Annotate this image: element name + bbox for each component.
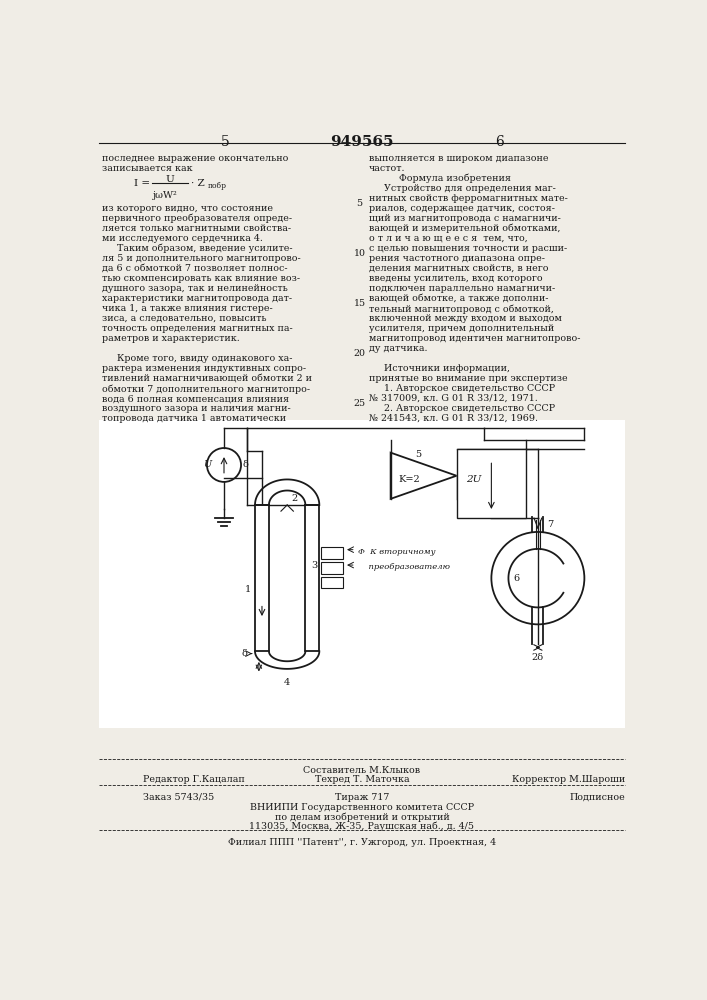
Text: включенной между входом и выходом: включенной между входом и выходом <box>369 314 562 323</box>
Text: тивлений намагничивающей обмотки 2 и: тивлений намагничивающей обмотки 2 и <box>103 374 312 383</box>
Text: 2U: 2U <box>466 475 481 484</box>
Text: по делам изобретений и открытий: по делам изобретений и открытий <box>274 812 450 822</box>
Text: Составитель М.Клыков: Составитель М.Клыков <box>303 766 421 775</box>
Text: 15: 15 <box>354 299 366 308</box>
Text: преобразователю: преобразователю <box>358 563 450 571</box>
Text: 10: 10 <box>354 249 366 258</box>
Text: 949565: 949565 <box>330 135 394 149</box>
Text: 1. Авторское свидетельство СССР: 1. Авторское свидетельство СССР <box>369 384 555 393</box>
Text: I =: I = <box>134 179 151 188</box>
Text: 5: 5 <box>356 199 363 208</box>
Text: 25: 25 <box>354 399 366 408</box>
Text: побр: побр <box>208 182 227 190</box>
Text: введены усилитель, вход которого: введены усилитель, вход которого <box>369 274 542 283</box>
Text: деления магнитных свойств, в него: деления магнитных свойств, в него <box>369 264 549 273</box>
Text: с целью повышения точности и расши-: с целью повышения точности и расши- <box>369 244 567 253</box>
Text: принятые во внимание при экспертизе: принятые во внимание при экспертизе <box>369 374 568 383</box>
Text: · Z: · Z <box>191 179 204 188</box>
Bar <box>305 505 320 651</box>
Text: 5: 5 <box>415 450 421 459</box>
Text: 4: 4 <box>284 678 291 687</box>
Text: ми исследуемого сердечника 4.: ми исследуемого сердечника 4. <box>103 234 263 243</box>
Text: из которого видно, что состояние: из которого видно, что состояние <box>103 204 274 213</box>
Text: точность определения магнитных па-: точность определения магнитных па- <box>103 324 293 333</box>
Text: 2: 2 <box>291 494 297 503</box>
Text: K=2: K=2 <box>398 475 420 484</box>
Text: Φ  К вторичному: Φ К вторичному <box>358 548 436 556</box>
Text: душного зазора, так и нелинейность: душного зазора, так и нелинейность <box>103 284 288 293</box>
Text: да 6 с обмоткой 7 позволяет полнос-: да 6 с обмоткой 7 позволяет полнос- <box>103 264 288 273</box>
Text: 20: 20 <box>354 349 366 358</box>
Text: чика 1, а также влияния гистере-: чика 1, а также влияния гистере- <box>103 304 273 313</box>
Text: частот.: частот. <box>369 164 405 173</box>
Text: ду датчика.: ду датчика. <box>369 344 428 353</box>
Text: щий из магнитопровода с намагничи-: щий из магнитопровода с намагничи- <box>369 214 561 223</box>
Text: о т л и ч а ю щ е е с я  тем, что,: о т л и ч а ю щ е е с я тем, что, <box>369 234 527 243</box>
Text: Формула изобретения: Формула изобретения <box>369 174 511 183</box>
Text: рактера изменения индуктивных сопро-: рактера изменения индуктивных сопро- <box>103 364 306 373</box>
Text: ВНИИПИ Государственного комитета СССР: ВНИИПИ Государственного комитета СССР <box>250 803 474 812</box>
Bar <box>255 505 269 651</box>
Text: U: U <box>165 175 174 184</box>
Text: тельный магнитопровод с обмоткой,: тельный магнитопровод с обмоткой, <box>369 304 554 314</box>
Bar <box>457 449 526 518</box>
Text: воздушного зазора и наличия магни-: воздушного зазора и наличия магни- <box>103 404 291 413</box>
Text: ля 5 и дополнительного магнитопрово-: ля 5 и дополнительного магнитопрово- <box>103 254 301 263</box>
Text: первичного преобразователя опреде-: первичного преобразователя опреде- <box>103 214 293 223</box>
Text: δ: δ <box>243 460 248 469</box>
Text: Источники информации,: Источники информации, <box>369 364 510 373</box>
Text: 2. Авторское свидетельство СССР: 2. Авторское свидетельство СССР <box>369 404 555 413</box>
Text: № 241543, кл. G 01 R 33/12, 1969.: № 241543, кл. G 01 R 33/12, 1969. <box>369 414 538 423</box>
Text: Подписное: Подписное <box>570 793 626 802</box>
Text: 6: 6 <box>495 135 503 149</box>
Text: № 317009, кл. G 01 R 33/12, 1971.: № 317009, кл. G 01 R 33/12, 1971. <box>369 394 538 403</box>
Text: обмотки 7 дополнительного магнитопро-: обмотки 7 дополнительного магнитопро- <box>103 384 310 394</box>
Text: jωW²: jωW² <box>153 191 177 200</box>
Text: тью скомпенсировать как влияние воз-: тью скомпенсировать как влияние воз- <box>103 274 300 283</box>
Bar <box>321 547 343 559</box>
Text: Техред Т. Маточка: Техред Т. Маточка <box>315 774 409 784</box>
Text: усилителя, причем дополнительный: усилителя, причем дополнительный <box>369 324 554 333</box>
Text: риалов, содержащее датчик, состоя-: риалов, содержащее датчик, состоя- <box>369 204 555 213</box>
Text: δ: δ <box>241 649 247 658</box>
Text: Заказ 5743/35: Заказ 5743/35 <box>143 793 214 802</box>
Text: 7: 7 <box>547 520 554 529</box>
Text: Таким образом, введение усилите-: Таким образом, введение усилите- <box>103 244 293 253</box>
Text: вода 6 полная компенсация влияния: вода 6 полная компенсация влияния <box>103 394 289 403</box>
Text: записывается как: записывается как <box>103 164 193 173</box>
Text: последнее выражение окончательно: последнее выражение окончательно <box>103 154 288 163</box>
Bar <box>99 420 626 728</box>
Text: Редактор Г.Кацалап: Редактор Г.Кацалап <box>143 774 245 784</box>
Text: топровода датчика 1 автоматически: топровода датчика 1 автоматически <box>103 414 286 423</box>
Bar <box>321 562 343 574</box>
Bar <box>321 577 343 588</box>
Text: выполняется в широком диапазоне: выполняется в широком диапазоне <box>369 154 549 163</box>
Text: магнитопровод идентичен магнитопрово-: магнитопровод идентичен магнитопрово- <box>369 334 580 343</box>
Text: зиса, а следовательно, повысить: зиса, а следовательно, повысить <box>103 314 267 323</box>
Text: 5: 5 <box>221 135 230 149</box>
Text: Устройство для определения маг-: Устройство для определения маг- <box>369 184 556 193</box>
Text: ляется только магнитными свойства-: ляется только магнитными свойства- <box>103 224 291 233</box>
Text: 3: 3 <box>312 561 317 570</box>
Text: U: U <box>204 460 211 469</box>
Text: Кроме того, ввиду одинакового ха-: Кроме того, ввиду одинакового ха- <box>103 354 293 363</box>
Text: раметров и характеристик.: раметров и характеристик. <box>103 334 240 343</box>
Text: Тираж 717: Тираж 717 <box>334 793 389 802</box>
Text: вающей обмотке, а также дополни-: вающей обмотке, а также дополни- <box>369 294 549 303</box>
Text: 113035, Москва, Ж-35, Раушская наб., д. 4/5: 113035, Москва, Ж-35, Раушская наб., д. … <box>250 821 474 831</box>
Text: характеристики магнитопровода дат-: характеристики магнитопровода дат- <box>103 294 293 303</box>
Text: 1: 1 <box>245 585 251 594</box>
Text: Корректор М.Шароши: Корректор М.Шароши <box>512 774 626 784</box>
Text: рения частотного диапазона опре-: рения частотного диапазона опре- <box>369 254 545 263</box>
Text: нитных свойств ферромагнитных мате-: нитных свойств ферромагнитных мате- <box>369 194 568 203</box>
Text: подключен параллельно намагничи-: подключен параллельно намагничи- <box>369 284 555 293</box>
Text: 2δ: 2δ <box>532 653 544 662</box>
Text: вающей и измерительной обмотками,: вающей и измерительной обмотками, <box>369 224 561 233</box>
Text: 6: 6 <box>513 574 519 583</box>
Text: Филиал ППП ''Патент'', г. Ужгород, ул. Проектная, 4: Филиал ППП ''Патент'', г. Ужгород, ул. П… <box>228 838 496 847</box>
